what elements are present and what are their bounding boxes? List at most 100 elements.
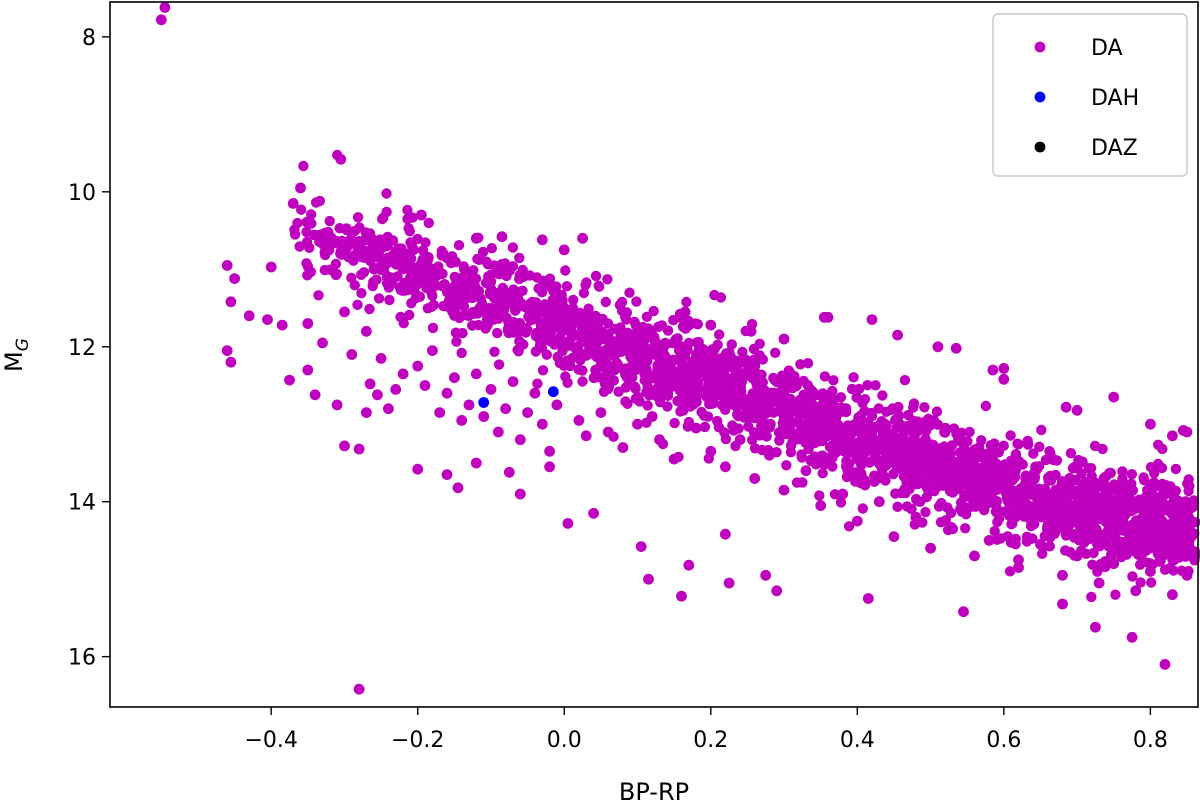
da-point <box>938 444 949 455</box>
y-tick-label: 14 <box>68 491 96 516</box>
da-point <box>503 327 514 339</box>
da-point <box>738 412 750 423</box>
da-point <box>752 369 763 380</box>
da-point <box>660 352 671 363</box>
da-point <box>1161 525 1172 537</box>
da-point <box>372 389 383 401</box>
da-point <box>895 461 906 473</box>
da-point <box>989 525 1000 537</box>
da-point <box>478 411 490 422</box>
da-point <box>573 415 585 426</box>
da-point <box>561 281 573 292</box>
da-point <box>877 390 888 401</box>
da-point <box>317 337 328 349</box>
da-point <box>1161 547 1172 558</box>
da-point <box>910 511 922 523</box>
y-axis: 8 10 12 14 16 <box>68 26 110 671</box>
da-point <box>642 400 653 411</box>
da-point <box>556 339 568 350</box>
da-point <box>1080 476 1091 488</box>
da-point <box>324 244 335 256</box>
da-point <box>276 319 288 331</box>
da-point <box>405 266 417 278</box>
da-point <box>470 368 482 380</box>
da-point <box>468 265 479 276</box>
da-point <box>562 518 574 529</box>
da-point <box>744 364 755 375</box>
da-point <box>529 387 541 399</box>
da-point <box>681 296 692 308</box>
da-point <box>846 383 858 395</box>
da-point <box>542 324 553 335</box>
da-point <box>522 407 533 418</box>
da-point <box>620 396 631 407</box>
da-point <box>590 270 602 282</box>
da-point <box>802 358 814 369</box>
da-point <box>892 501 903 512</box>
da-point <box>309 389 321 401</box>
da-point <box>1043 518 1054 529</box>
da-point <box>313 290 324 301</box>
da-point <box>770 347 781 358</box>
da-point <box>980 455 991 467</box>
da-point <box>853 445 864 456</box>
da-point <box>568 294 579 306</box>
da-point <box>898 436 909 447</box>
da-point <box>508 292 519 303</box>
da-point <box>1045 475 1057 486</box>
da-point <box>847 426 858 437</box>
da-point <box>612 340 623 351</box>
da-point <box>1025 520 1037 532</box>
da-point <box>914 452 926 464</box>
da-point <box>1071 404 1083 416</box>
da-point <box>474 254 485 265</box>
da-point <box>920 506 931 518</box>
da-point <box>634 396 645 407</box>
da-point <box>1128 504 1140 515</box>
da-point <box>536 234 548 246</box>
da-point <box>756 420 767 432</box>
da-point <box>452 482 464 494</box>
da-point <box>1051 525 1062 536</box>
da-point <box>883 436 894 447</box>
da-point <box>1090 483 1102 494</box>
da-point <box>855 410 867 421</box>
da-point <box>764 449 775 461</box>
da-point <box>730 386 741 397</box>
da-point <box>369 262 380 274</box>
da-point <box>903 452 914 464</box>
x-axis-label: BP-RP <box>619 778 689 803</box>
da-point <box>420 237 431 248</box>
da-point <box>574 329 585 341</box>
da-point <box>921 478 933 489</box>
da-point <box>910 493 922 505</box>
da-point <box>709 289 720 301</box>
da-point <box>782 413 793 424</box>
da-point <box>974 492 985 503</box>
da-point <box>678 385 689 397</box>
da-point <box>617 442 629 453</box>
da-point <box>677 321 689 332</box>
da-point <box>1117 466 1128 477</box>
y-tick-label: 8 <box>82 26 96 51</box>
da-point <box>705 445 717 457</box>
da-point <box>886 404 898 415</box>
da-point <box>573 340 584 352</box>
da-point <box>878 418 890 429</box>
x-tick-label: 0.6 <box>986 728 1021 753</box>
da-point <box>529 309 540 320</box>
da-point <box>1149 507 1161 518</box>
da-point <box>602 426 614 438</box>
da-point <box>544 335 556 347</box>
da-point <box>430 271 442 282</box>
da-point <box>1092 533 1103 544</box>
da-point <box>441 469 453 480</box>
da-point <box>602 274 613 285</box>
da-point <box>1100 516 1112 528</box>
da-point <box>836 402 847 413</box>
da-point <box>924 464 935 475</box>
da-point <box>229 273 241 284</box>
da-point <box>524 270 535 281</box>
da-point <box>1057 598 1068 610</box>
